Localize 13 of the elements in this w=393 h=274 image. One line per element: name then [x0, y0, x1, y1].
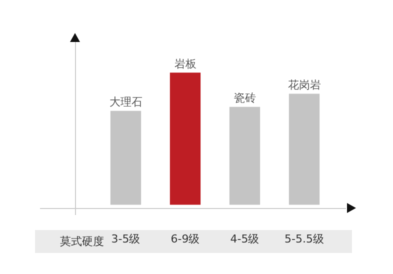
x-tick-label: 4-5级 — [230, 232, 260, 246]
bar — [110, 110, 142, 205]
x-tick-label: 3-5级 — [111, 232, 140, 246]
annotation: 瓷砖 — [234, 92, 256, 105]
x-tick-label: 5-5.5级 — [284, 232, 324, 246]
annotation: 岩板 — [174, 57, 196, 70]
annotation: 大理石 — [109, 96, 142, 109]
bar — [229, 106, 260, 205]
annotation: 花岗岩 — [288, 78, 321, 92]
bar — [288, 94, 320, 205]
x-tick-label: 6-9级 — [170, 232, 200, 246]
bar — [170, 72, 201, 205]
x-axis-title: 莫式硬度 — [60, 234, 104, 248]
